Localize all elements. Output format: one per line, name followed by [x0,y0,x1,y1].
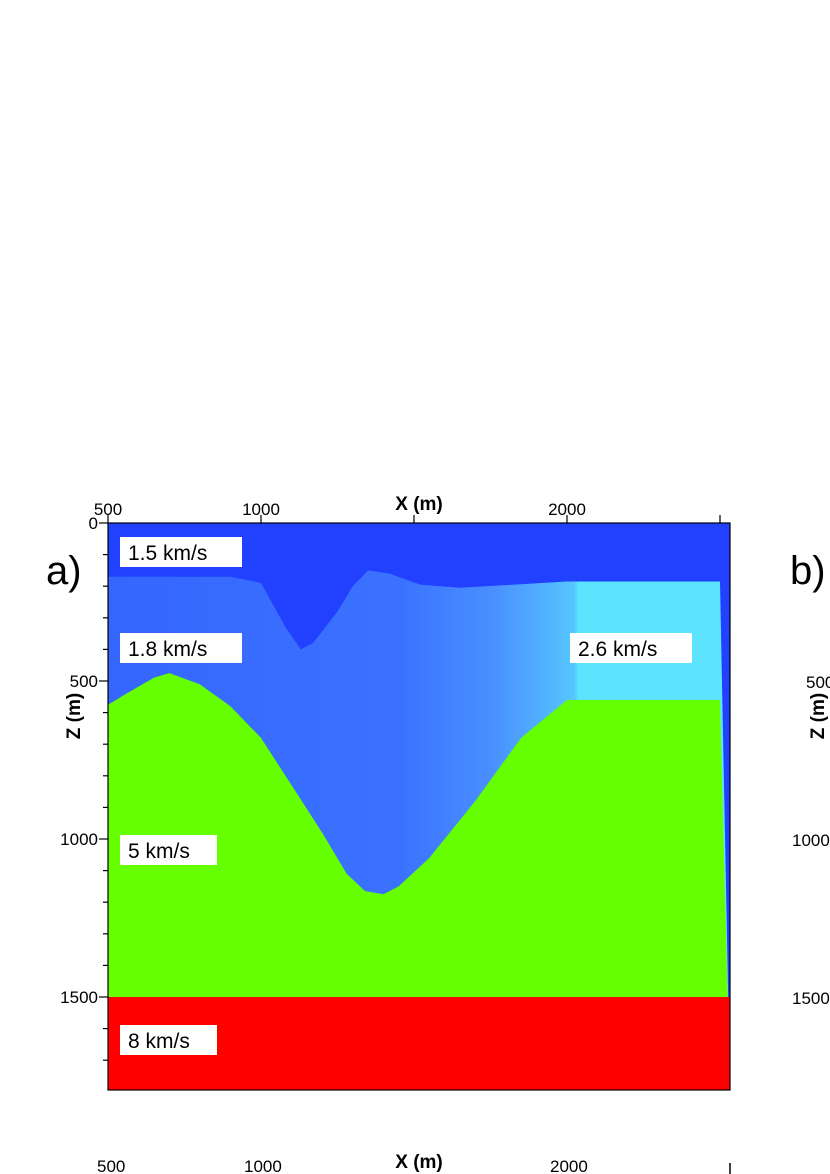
plot-frame-a [107,522,731,1091]
x-tick-label-c-1000: 1000 [244,1157,282,1174]
svg-text:2.6 km/s: 2.6 km/s [578,638,657,661]
y-tick-label-b-1000: 1000 [792,831,830,850]
panel-c-top-axis: X (m) 500 1000 2000 [97,1152,731,1174]
panel-b: b) Z (m) 500 1000 1500 [790,549,830,1008]
svg-text:5 km/s: 5 km/s [128,840,190,863]
velocity-label-8: 8 km/s [120,1025,217,1055]
panel-label-b: b) [790,549,826,593]
velocity-label-2-6: 2.6 km/s [570,633,692,663]
svg-text:1.8 km/s: 1.8 km/s [128,638,207,661]
velocity-label-1-8: 1.8 km/s [120,633,242,663]
y-axis-title-a: Z (m) [64,693,85,739]
panel-label-a: a) [46,549,82,593]
y-axis-title-b: Z (m) [808,693,829,739]
y-tick-label-a-1500: 1500 [60,988,98,1007]
y-tick-label-a-0: 0 [89,514,98,533]
x-tick-label-c-500: 500 [97,1157,125,1174]
svg-text:8 km/s: 8 km/s [128,1030,190,1053]
x-tick-label-a-1000: 1000 [242,500,280,519]
x-tick-label-a-500: 500 [94,500,122,519]
layer-5-region [108,673,730,1090]
y-tick-label-a-500: 500 [70,672,98,691]
y-tick-label-a-1000: 1000 [60,830,98,849]
y-tick-label-b-500: 500 [806,673,830,692]
x-tick-label-c-2000: 2000 [550,1157,588,1174]
y-tick-label-b-1500: 1500 [792,989,830,1008]
svg-text:1.5 km/s: 1.5 km/s [128,542,207,565]
velocity-label-5: 5 km/s [120,835,217,865]
x-axis-title-a: X (m) [395,494,443,515]
velocity-label-1-5: 1.5 km/s [120,537,242,567]
x-axis-title-c: X (m) [395,1152,443,1173]
x-tick-label-a-2000: 2000 [548,500,586,519]
